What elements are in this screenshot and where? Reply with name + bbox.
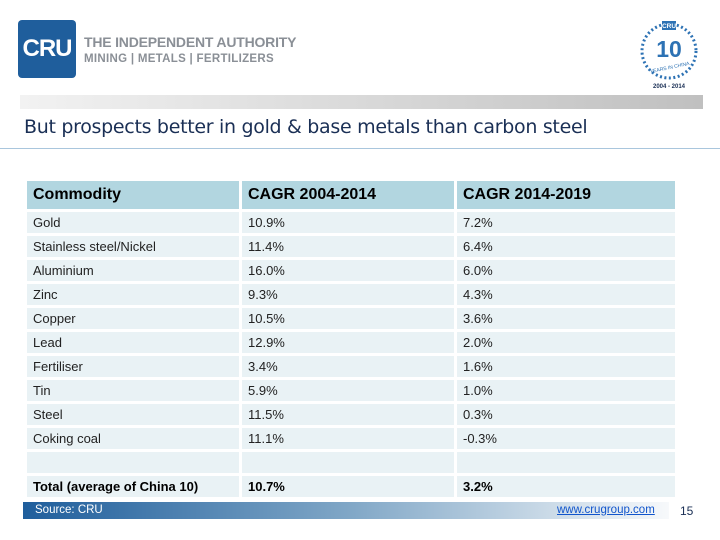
footer-bar [23, 502, 669, 519]
empty-cell [242, 452, 454, 473]
slide-title: But prospects better in gold & base meta… [24, 116, 588, 138]
badge-top-text: CRU [662, 23, 676, 30]
commodity-cell: Copper [27, 308, 239, 329]
cagr-2004-2014-cell: 11.5% [242, 404, 454, 425]
cagr-2014-2019-cell: 6.0% [457, 260, 675, 281]
column-header-commodity: Commodity [27, 181, 239, 209]
table-row: Lead 12.9% 2.0% [27, 332, 675, 353]
table-row: Tin 5.9% 1.0% [27, 380, 675, 401]
commodity-cell: Steel [27, 404, 239, 425]
column-header-cagr-2004-2014: CAGR 2004-2014 [242, 181, 454, 209]
page-number: 15 [680, 504, 694, 518]
cru-logo: CRU [18, 20, 76, 78]
title-divider [0, 148, 720, 149]
empty-cell [27, 452, 239, 473]
table-row: Gold 10.9% 7.2% [27, 212, 675, 233]
commodity-cell: Gold [27, 212, 239, 233]
tagline-line1: THE INDEPENDENT AUTHORITY [84, 34, 297, 50]
table-row: Coking coal 11.1% -0.3% [27, 428, 675, 449]
empty-cell [457, 452, 675, 473]
cagr-2014-2019-cell: 6.4% [457, 236, 675, 257]
table-row: Fertiliser 3.4% 1.6% [27, 356, 675, 377]
badge-number: 10 [656, 36, 682, 62]
table-row-empty [27, 452, 675, 473]
cagr-2004-2014-cell: 10.5% [242, 308, 454, 329]
table-row: Zinc 9.3% 4.3% [27, 284, 675, 305]
ten-years-in-china-badge: CRU 10 YEARS IN CHINA 2004 - 2014 [640, 21, 698, 90]
cagr-2004-2014-cell: 5.9% [242, 380, 454, 401]
total-label-cell: Total (average of China 10) [27, 476, 239, 497]
total-cagr-2014-2019-cell: 3.2% [457, 476, 675, 497]
commodity-cell: Zinc [27, 284, 239, 305]
table-row: Copper 10.5% 3.6% [27, 308, 675, 329]
cagr-2014-2019-cell: 1.6% [457, 356, 675, 377]
cagr-2004-2014-cell: 11.4% [242, 236, 454, 257]
badge-top-box [662, 21, 676, 30]
cagr-2014-2019-cell: 4.3% [457, 284, 675, 305]
table-header-row: Commodity CAGR 2004-2014 CAGR 2014-2019 [27, 181, 675, 209]
cagr-2004-2014-cell: 10.9% [242, 212, 454, 233]
tagline: THE INDEPENDENT AUTHORITY MINING | METAL… [84, 34, 296, 65]
cagr-table: Commodity CAGR 2004-2014 CAGR 2014-2019 … [24, 178, 678, 500]
cagr-2014-2019-cell: -0.3% [457, 428, 675, 449]
cagr-2004-2014-cell: 3.4% [242, 356, 454, 377]
column-header-cagr-2014-2019: CAGR 2014-2019 [457, 181, 675, 209]
commodity-cell: Aluminium [27, 260, 239, 281]
header-band [20, 95, 703, 109]
badge-subtitle: YEARS IN CHINA [649, 61, 690, 75]
commodity-cell: Lead [27, 332, 239, 353]
source-note: Source: CRU [35, 504, 103, 516]
cagr-2004-2014-cell: 9.3% [242, 284, 454, 305]
website-link[interactable]: www.crugroup.com [557, 504, 655, 516]
table-row: Aluminium 16.0% 6.0% [27, 260, 675, 281]
commodity-cell: Stainless steel/Nickel [27, 236, 239, 257]
cagr-2014-2019-cell: 0.3% [457, 404, 675, 425]
cagr-2014-2019-cell: 2.0% [457, 332, 675, 353]
commodity-cell: Coking coal [27, 428, 239, 449]
table-row: Steel 11.5% 0.3% [27, 404, 675, 425]
cagr-2004-2014-cell: 16.0% [242, 260, 454, 281]
commodity-cell: Fertiliser [27, 356, 239, 377]
cagr-2004-2014-cell: 11.1% [242, 428, 454, 449]
cagr-2014-2019-cell: 3.6% [457, 308, 675, 329]
logo-text: CRU [22, 35, 73, 62]
table-total-row: Total (average of China 10) 10.7% 3.2% [27, 476, 675, 497]
commodity-cell: Tin [27, 380, 239, 401]
badge-years: 2004 - 2014 [653, 84, 686, 90]
total-cagr-2004-2014-cell: 10.7% [242, 476, 454, 497]
tagline-line2: MINING | METALS | FERTILIZERS [84, 53, 274, 65]
cagr-2004-2014-cell: 12.9% [242, 332, 454, 353]
cagr-2014-2019-cell: 7.2% [457, 212, 675, 233]
table-row: Stainless steel/Nickel 11.4% 6.4% [27, 236, 675, 257]
cagr-2014-2019-cell: 1.0% [457, 380, 675, 401]
